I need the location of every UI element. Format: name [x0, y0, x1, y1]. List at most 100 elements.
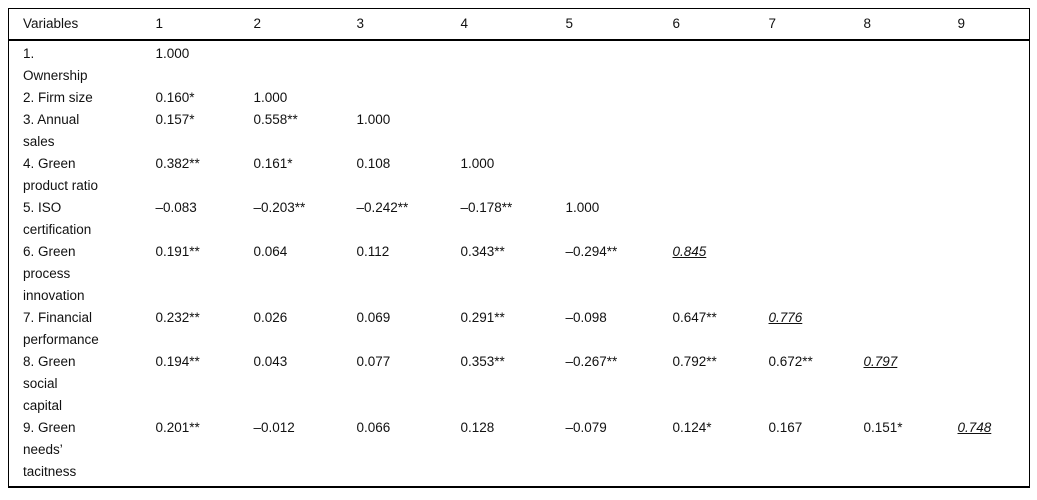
correlation-cell	[769, 109, 864, 153]
correlation-cell: –0.178**	[460, 200, 513, 215]
correlation-cell	[958, 351, 1030, 417]
correlation-cell	[864, 87, 958, 109]
correlation-cell	[769, 153, 864, 197]
correlation-cell: 0.776	[769, 307, 864, 351]
correlation-cell: 0.026	[253, 310, 288, 325]
correlation-cell: 0.845	[673, 241, 769, 307]
correlation-cell: 0.672**	[768, 354, 813, 369]
correlation-cell	[566, 40, 673, 87]
row-label: 9. Green needs’ tacitness	[9, 417, 156, 487]
row-label: 3. Annual sales	[9, 109, 156, 153]
correlation-cell	[958, 87, 1030, 109]
correlation-cell	[769, 40, 864, 87]
row-label-line: certification	[23, 222, 92, 237]
row-label-line: 3. Annual	[23, 112, 80, 127]
table-body: 1. Ownership 1.000 2. Firm size 0.160* 1.000 3…	[9, 40, 1030, 487]
correlation-cell: 0.558**	[253, 112, 298, 127]
table-row: 1. Ownership 1.000	[9, 40, 1030, 87]
column-header: 2	[253, 8, 357, 41]
row-label: 5. ISO certification	[9, 197, 156, 241]
variables-column-header: Variables	[8, 8, 156, 41]
correlation-cell: 0.353**	[460, 354, 505, 369]
correlation-cell: 0.201**	[155, 420, 200, 435]
correlation-cell: 0.792**	[672, 354, 717, 369]
row-label: 7. Financial performance	[9, 307, 156, 351]
row-label-line: 7. Financial	[23, 310, 93, 325]
correlation-cell: 0.112	[356, 244, 390, 259]
correlation-cell	[769, 197, 864, 241]
correlation-cell: 0.128	[460, 420, 495, 435]
column-header: 4	[460, 8, 566, 41]
row-label: 6. Green process innovation	[9, 241, 156, 307]
correlation-cell	[673, 197, 769, 241]
correlation-cell: 0.343**	[460, 244, 505, 259]
correlation-cell: 0.748	[958, 417, 1030, 487]
correlation-cell	[864, 197, 958, 241]
correlation-cell: –0.242**	[356, 200, 409, 215]
table-row: 5. ISO certification –0.083 –0.203** –0.242*…	[9, 197, 1030, 241]
table-row: 3. Annual sales 0.157* 0.558** 1.000	[9, 109, 1030, 153]
correlation-cell: 0.191**	[155, 244, 200, 259]
table-row: 9. Green needs’ tacitness 0.201** –0.012 0.06…	[9, 417, 1030, 487]
row-label-line: product ratio	[23, 178, 99, 193]
correlation-cell: 1.000	[356, 112, 391, 127]
correlation-cell	[461, 109, 566, 153]
row-label-line: needs’	[23, 442, 63, 457]
column-header: 8	[863, 8, 958, 41]
correlation-cell	[673, 153, 769, 197]
row-label-line: sales	[23, 134, 55, 149]
correlation-cell: 1.000	[565, 200, 600, 215]
row-label-line: Ownership	[23, 68, 88, 83]
diagonal-value: 0.776	[768, 310, 803, 325]
correlation-cell: 0.382**	[155, 156, 200, 171]
correlation-cell: 0.647**	[672, 310, 717, 325]
correlation-cell: 0.291**	[460, 310, 505, 325]
correlation-cell: 1.000	[253, 90, 288, 105]
row-label-line: 1.	[23, 46, 35, 61]
correlation-cell	[958, 153, 1030, 197]
correlation-cell	[958, 109, 1030, 153]
correlation-cell: 0.124*	[672, 420, 712, 435]
table-row: 6. Green process innovation 0.191** 0.064 0.1…	[9, 241, 1030, 307]
correlation-cell	[566, 109, 673, 153]
row-label-line: 6. Green	[23, 244, 76, 259]
row-label-line: process	[23, 266, 71, 281]
column-header: 5	[565, 8, 673, 41]
column-header: 3	[356, 8, 461, 41]
row-label-line: performance	[23, 332, 99, 347]
correlation-cell	[864, 307, 958, 351]
row-label-line: 5. ISO	[23, 200, 62, 215]
row-label-line: social	[23, 376, 58, 391]
correlation-cell	[673, 40, 769, 87]
correlation-cell: 0.043	[253, 354, 288, 369]
correlation-cell	[566, 87, 673, 109]
correlation-cell: 0.160*	[155, 90, 195, 105]
correlation-cell: –0.083	[155, 200, 197, 215]
row-label: 4. Green product ratio	[9, 153, 156, 197]
correlation-cell: 0.069	[356, 310, 391, 325]
correlation-cell	[864, 241, 958, 307]
correlation-cell	[769, 87, 864, 109]
column-header: 6	[672, 8, 769, 41]
correlation-cell: 0.108	[356, 156, 391, 171]
correlation-cell: 0.066	[356, 420, 391, 435]
row-label: 8. Green social capital	[9, 351, 156, 417]
row-label: 2. Firm size	[9, 87, 156, 109]
correlation-cell: 0.797	[864, 351, 958, 417]
correlation-cell: 0.077	[356, 354, 391, 369]
correlation-cell	[357, 40, 461, 87]
correlation-cell: 0.151*	[863, 420, 903, 435]
correlation-cell: 0.167	[768, 420, 803, 435]
column-header: 7	[768, 8, 864, 41]
correlation-table: Variables 1 2 3 4 5 6 7 8 9 1. Ownership 1.000 2. Fi…	[8, 8, 1030, 488]
row-label-line: innovation	[23, 288, 85, 303]
table-row: 8. Green social capital 0.194** 0.043 0.077 0.…	[9, 351, 1030, 417]
correlation-cell	[566, 153, 673, 197]
correlation-cell	[461, 40, 566, 87]
correlation-cell	[958, 241, 1030, 307]
correlation-cell: –0.079	[565, 420, 607, 435]
correlation-cell: –0.203**	[253, 200, 306, 215]
column-header: 9	[957, 8, 1030, 41]
row-label-line: 4. Green	[23, 156, 76, 171]
